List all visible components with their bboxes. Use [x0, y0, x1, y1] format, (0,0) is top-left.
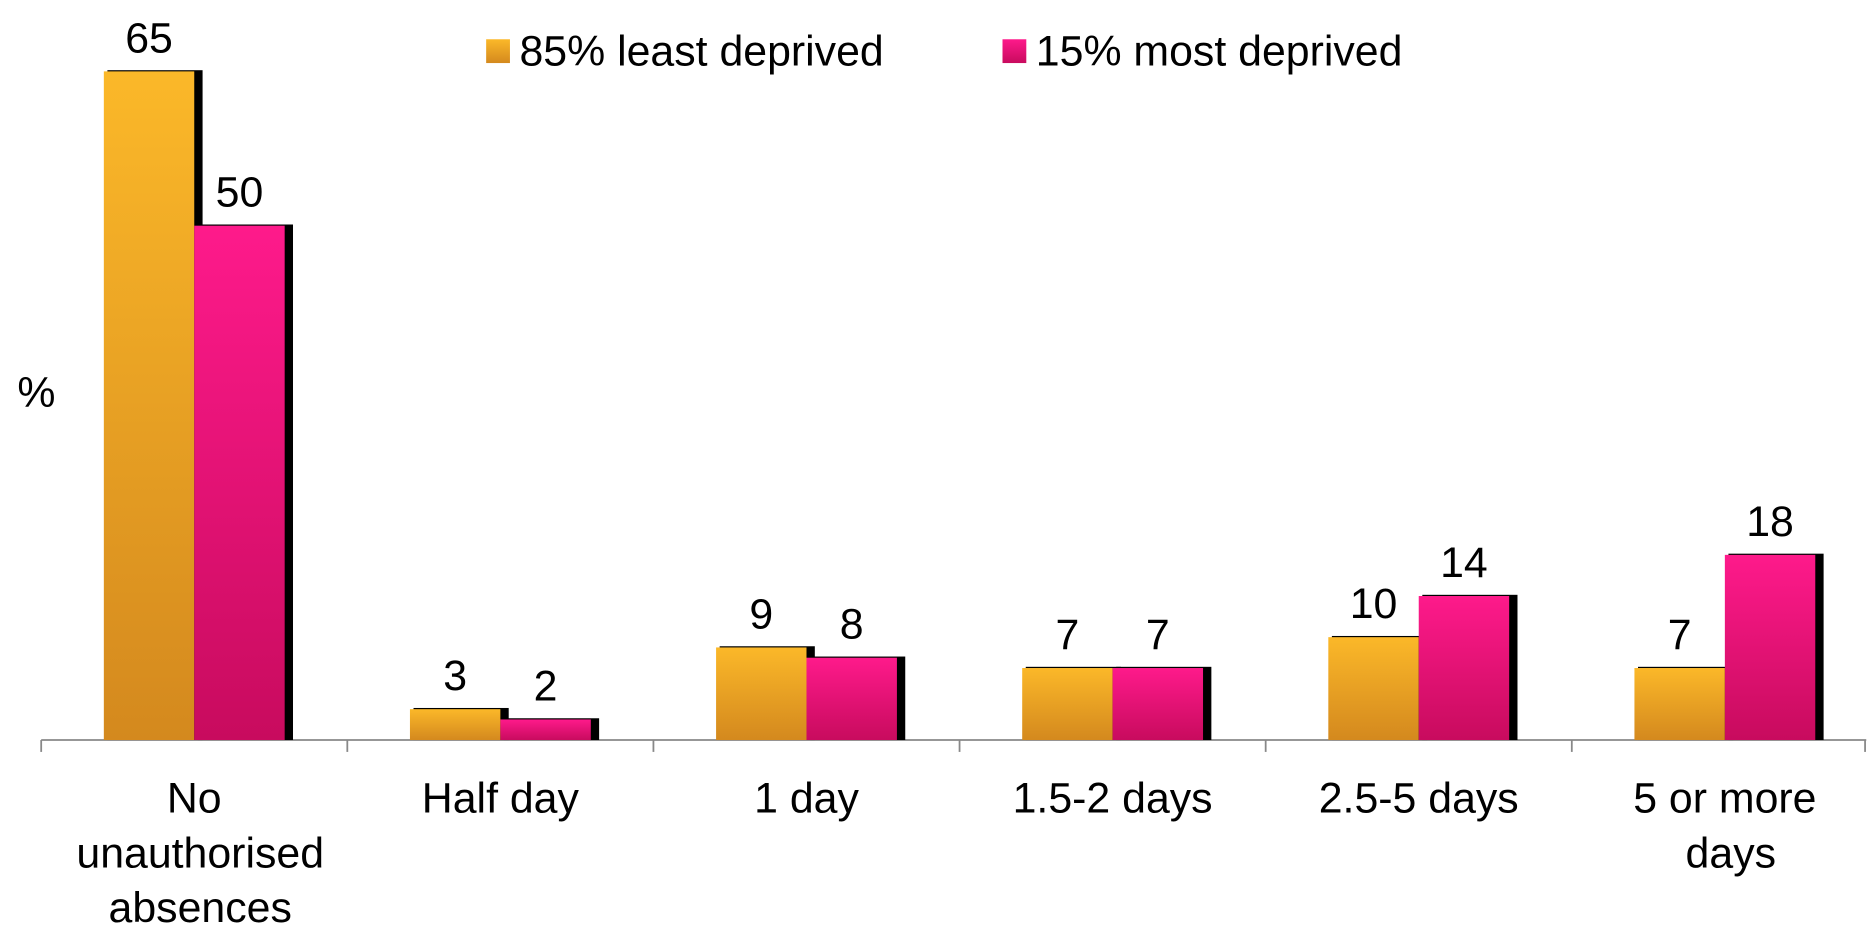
bar — [1112, 668, 1204, 741]
bar — [409, 709, 501, 741]
bar — [716, 647, 807, 741]
x-tick-label: 5 or more days — [1633, 775, 1816, 878]
x-tick-label: No unauthorised absences — [64, 775, 324, 928]
legend-swatch — [1002, 39, 1027, 64]
value-label: 8 — [840, 601, 864, 649]
x-tick-label: 1.5-2 days — [1013, 775, 1213, 823]
bar — [806, 657, 897, 741]
bar — [194, 225, 285, 741]
value-label: 50 — [216, 169, 264, 217]
value-label: 3 — [443, 652, 467, 700]
value-label: 65 — [125, 14, 173, 62]
value-label: 9 — [749, 590, 773, 638]
value-label: 7 — [1055, 611, 1079, 659]
value-label: 10 — [1350, 580, 1398, 628]
bar — [1022, 668, 1113, 741]
bar — [103, 71, 195, 741]
value-label: 7 — [1668, 611, 1692, 659]
value-label: 2 — [534, 662, 558, 710]
bar — [1724, 554, 1816, 741]
legend-label: 15% most deprived — [1036, 27, 1403, 75]
x-tick-label: 1 day — [754, 775, 859, 823]
legend-label: 85% least deprived — [519, 27, 883, 75]
bar — [500, 719, 591, 741]
value-label: 14 — [1440, 539, 1488, 587]
x-tick-label: Half day — [422, 775, 580, 823]
bar — [1328, 637, 1419, 741]
value-label: 7 — [1146, 611, 1170, 659]
y-axis-label: % — [17, 369, 55, 417]
value-label: 18 — [1746, 498, 1794, 546]
x-tick-label: 2.5-5 days — [1319, 775, 1519, 823]
legend-swatch — [486, 39, 510, 64]
bar — [1634, 668, 1725, 741]
bar — [1418, 596, 1510, 741]
